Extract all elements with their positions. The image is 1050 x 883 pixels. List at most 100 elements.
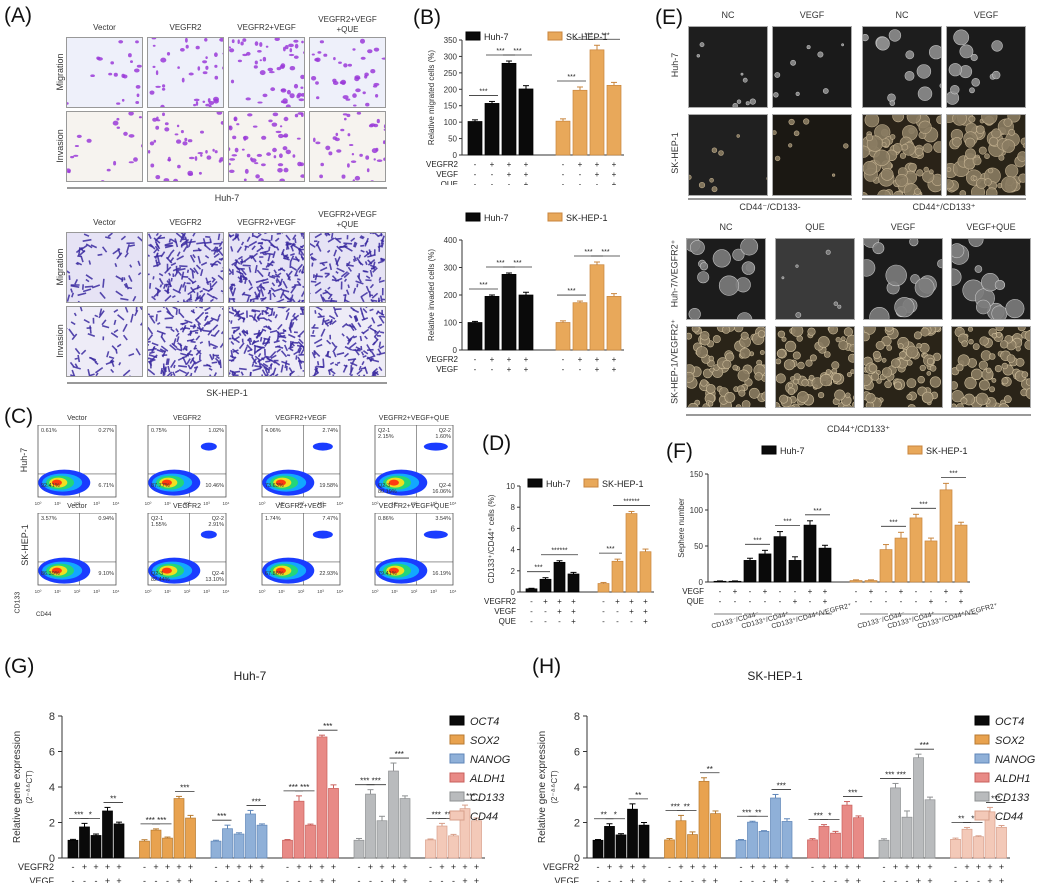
sphere xyxy=(978,146,987,155)
x-tick-label: 10⁰ xyxy=(35,589,42,594)
significance-label: *** xyxy=(753,537,761,544)
cell xyxy=(205,65,209,70)
sphere xyxy=(929,376,941,388)
bar xyxy=(589,49,605,156)
cell xyxy=(358,254,362,259)
cell xyxy=(204,254,210,259)
bar xyxy=(210,840,222,859)
cell xyxy=(250,158,257,163)
sphere xyxy=(873,149,890,166)
cell xyxy=(334,237,342,244)
quadrant-value: Q2-4 xyxy=(212,571,224,577)
sphere xyxy=(687,402,699,407)
cell xyxy=(286,241,289,250)
cell xyxy=(380,259,385,262)
cell xyxy=(197,255,201,264)
cell xyxy=(214,64,218,68)
bar xyxy=(567,573,580,593)
bar xyxy=(879,549,893,583)
cell xyxy=(213,252,220,258)
cell xyxy=(74,347,81,355)
row-label: Invasion xyxy=(55,324,65,358)
group-label: CD44⁻/CD133- xyxy=(739,202,801,212)
row-label: Huh-7 xyxy=(670,52,680,78)
x-tick-label: 10² xyxy=(411,501,418,506)
cell xyxy=(168,278,172,288)
legend-label: CD133 xyxy=(995,792,1030,804)
cell xyxy=(107,233,113,238)
cell xyxy=(323,53,328,57)
legend-swatch xyxy=(974,715,990,726)
cell xyxy=(350,307,355,311)
cell xyxy=(170,359,176,369)
significance-label: *** xyxy=(584,32,592,39)
cell xyxy=(70,288,73,293)
cell xyxy=(229,48,235,53)
quadrant-value: 1.02% xyxy=(208,428,224,434)
sphere-image xyxy=(772,26,852,108)
cell xyxy=(256,329,261,339)
quadrant-value: 67.86% xyxy=(265,571,284,577)
cell xyxy=(76,134,82,138)
cell xyxy=(84,285,94,288)
cell xyxy=(217,314,221,319)
legend-label: SOX2 xyxy=(995,735,1024,747)
cell xyxy=(383,157,385,161)
cell xyxy=(222,238,223,241)
sphere xyxy=(691,327,700,333)
cell xyxy=(272,311,276,316)
bar xyxy=(758,553,772,583)
condition-sign: + xyxy=(643,617,648,626)
spheres xyxy=(952,239,1025,319)
legend-label: SK-HEP-1 xyxy=(602,479,644,489)
cell xyxy=(231,39,235,44)
sphere xyxy=(972,175,978,181)
sphere xyxy=(893,381,902,390)
cell xyxy=(125,244,130,253)
y-tick-label: 300 xyxy=(444,52,458,61)
x-tick-label: 10⁰ xyxy=(259,501,266,506)
condition-sign: - xyxy=(429,876,432,883)
cell xyxy=(194,316,200,321)
cell xyxy=(230,79,235,84)
cell xyxy=(360,56,366,60)
sphere xyxy=(917,375,925,384)
group-underline xyxy=(67,187,387,189)
sphere xyxy=(809,354,817,362)
cell xyxy=(298,360,303,370)
cell xyxy=(229,169,235,173)
cell xyxy=(161,350,167,358)
cell xyxy=(193,103,197,107)
cell xyxy=(231,260,238,266)
cell xyxy=(200,261,208,266)
sphere xyxy=(884,327,894,332)
cell xyxy=(377,348,382,354)
sphere xyxy=(952,115,967,126)
cell xyxy=(157,310,162,313)
microscopy-image xyxy=(147,306,224,377)
cell xyxy=(210,260,218,267)
panel-g-label: (G) xyxy=(4,655,35,678)
cell xyxy=(202,60,208,64)
condition-sign: + xyxy=(248,862,253,872)
cell xyxy=(246,295,250,302)
condition-sign: - xyxy=(474,170,477,179)
flow-plot: 3.57% 0.94%86.39% 9.10%10⁰ 10¹ 10² 10³ 10⁴ xyxy=(35,513,120,594)
cell xyxy=(353,258,356,262)
cell xyxy=(231,234,240,242)
cell xyxy=(279,278,284,286)
cell xyxy=(315,307,323,311)
sphere xyxy=(952,268,962,286)
cell xyxy=(176,255,184,261)
cell xyxy=(354,314,359,321)
sphere xyxy=(922,143,933,153)
cell xyxy=(325,350,330,357)
cell xyxy=(214,52,218,57)
cell xyxy=(279,125,283,128)
condition-sign: - xyxy=(811,862,814,872)
sphere xyxy=(773,130,777,135)
significance-label: *** xyxy=(360,777,369,786)
cell xyxy=(129,244,136,247)
cell xyxy=(297,334,301,338)
